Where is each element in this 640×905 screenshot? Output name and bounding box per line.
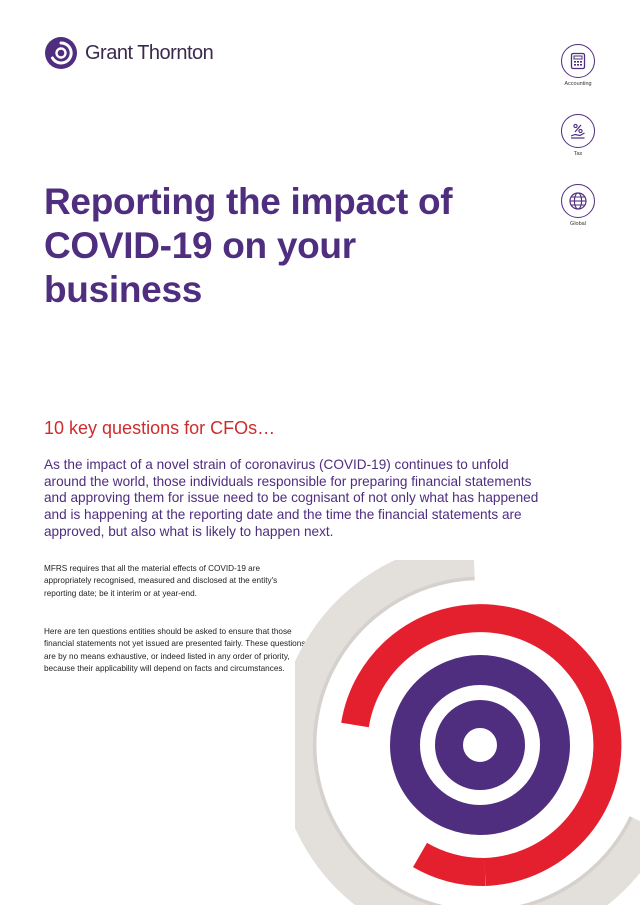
red-arc <box>341 604 622 886</box>
body-paragraph: MFRS requires that all the material effe… <box>44 564 278 598</box>
page-title: Reporting the impact of COVID-19 on your… <box>44 181 453 310</box>
purple-inner-ring <box>435 700 525 790</box>
decorative-swirl-graphic <box>295 560 640 905</box>
calculator-icon <box>570 52 586 70</box>
lead-paragraph: As the impact of a novel strain of coron… <box>44 457 539 539</box>
service-accounting[interactable]: Accounting <box>556 44 600 87</box>
service-tax[interactable]: Tax <box>556 114 600 157</box>
globe-icon <box>569 192 587 210</box>
brand-name: Grant Thornton <box>85 41 214 64</box>
service-label: Accounting <box>564 81 592 87</box>
service-label: Tax <box>573 151 583 157</box>
brand-logo: Grant Thornton <box>44 36 214 70</box>
percent-hand-icon <box>570 123 585 139</box>
service-global[interactable]: Global <box>556 184 600 227</box>
service-label: Global <box>570 221 586 227</box>
purple-ring <box>390 655 570 835</box>
section-subtitle: 10 key questions for CFOs… <box>44 418 276 438</box>
grant-thornton-logo-icon <box>45 37 77 69</box>
body-paragraph: Here are ten questions entities should b… <box>44 627 306 674</box>
grey-arc <box>295 560 640 905</box>
